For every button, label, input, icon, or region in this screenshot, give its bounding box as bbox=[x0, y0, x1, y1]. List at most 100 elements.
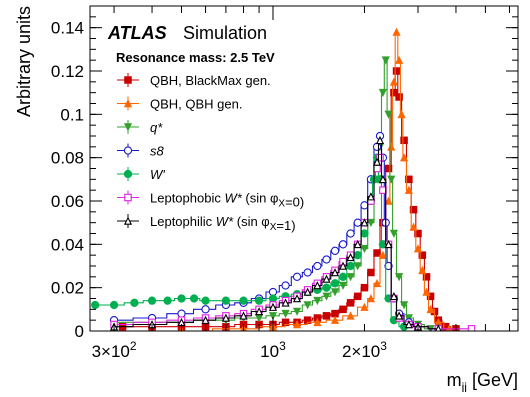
legend-label: W' bbox=[150, 167, 165, 182]
data-point bbox=[268, 294, 278, 303]
data-point bbox=[404, 185, 413, 194]
series-4 bbox=[91, 153, 409, 331]
data-point bbox=[346, 252, 355, 262]
data-point bbox=[405, 175, 413, 184]
y-tick-label: 0.08 bbox=[51, 149, 84, 168]
legend-item: s8 bbox=[117, 143, 165, 159]
data-point bbox=[404, 314, 413, 323]
data-point bbox=[281, 298, 290, 307]
legend-marker bbox=[124, 76, 132, 84]
data-point bbox=[373, 249, 381, 257]
data-point bbox=[413, 244, 423, 253]
axes-layer: 0 0.02 0.04 0.06 0.08 0.1 0.12 0.14 3×102 103 2×10… bbox=[14, 5, 518, 394]
data-point bbox=[426, 292, 435, 301]
data-point bbox=[435, 324, 442, 331]
data-point bbox=[201, 315, 210, 324]
legend-marker bbox=[123, 123, 133, 132]
data-point bbox=[360, 283, 369, 292]
legend-item: q* bbox=[117, 120, 163, 135]
x-tick-label: 3×102 bbox=[92, 339, 137, 361]
data-point bbox=[381, 56, 390, 65]
data-point bbox=[346, 261, 355, 271]
data-point bbox=[395, 93, 403, 101]
data-point bbox=[372, 157, 382, 166]
data-point bbox=[399, 301, 409, 310]
data-point bbox=[330, 246, 340, 255]
legend-item: QBH, BlackMax gen. bbox=[117, 73, 271, 88]
data-point bbox=[239, 311, 248, 320]
data-point bbox=[392, 27, 401, 36]
data-point bbox=[404, 320, 413, 329]
data-point bbox=[268, 312, 278, 321]
series-6 bbox=[109, 135, 442, 331]
data-point bbox=[313, 261, 322, 271]
data-point bbox=[303, 287, 312, 296]
data-point bbox=[375, 135, 385, 145]
data-point bbox=[346, 311, 355, 320]
data-point bbox=[395, 273, 404, 282]
data-point bbox=[338, 240, 348, 249]
data-point bbox=[395, 55, 404, 64]
data-point bbox=[339, 305, 347, 314]
y-tick-label: 0.02 bbox=[51, 279, 84, 298]
y-tick-label: 0.1 bbox=[60, 105, 84, 124]
legend: QBH, BlackMax gen. QBH, QBH gen. q* s8 W' Lep… bbox=[117, 73, 304, 233]
y-tick-label: 0 bbox=[75, 322, 84, 341]
y-tick-label: 0.12 bbox=[51, 62, 84, 81]
x-tick-label: 2×103 bbox=[342, 339, 387, 361]
series-layer bbox=[91, 27, 476, 331]
legend-label: s8 bbox=[150, 144, 165, 159]
data-point bbox=[322, 312, 331, 320]
data-point bbox=[389, 291, 399, 301]
legend-marker bbox=[124, 193, 132, 202]
data-point bbox=[338, 281, 348, 290]
data-point bbox=[376, 153, 384, 162]
data-point bbox=[322, 255, 331, 264]
data-point bbox=[346, 229, 355, 238]
data-point bbox=[330, 268, 340, 277]
data-point bbox=[322, 274, 331, 283]
data-point bbox=[378, 88, 388, 98]
data-point bbox=[418, 251, 427, 259]
chart-subtitle: Resonance mass: 2.5 TeV bbox=[116, 50, 275, 65]
data-point bbox=[366, 192, 376, 201]
legend-item: Leptophobic W* (sin φX=0) bbox=[117, 190, 304, 210]
data-point bbox=[372, 142, 382, 151]
y-tick-label: 0.04 bbox=[51, 235, 84, 254]
data-point bbox=[313, 317, 322, 327]
legend-marker bbox=[123, 216, 133, 225]
data-point bbox=[384, 110, 393, 119]
data-point bbox=[201, 296, 210, 305]
x-axis-label: mjj [GeV] bbox=[447, 370, 518, 392]
data-point bbox=[353, 292, 362, 301]
data-point bbox=[281, 318, 290, 327]
data-point bbox=[409, 205, 418, 214]
data-point bbox=[389, 77, 399, 86]
data-point bbox=[322, 283, 331, 292]
data-point bbox=[400, 136, 408, 145]
data-point bbox=[392, 67, 401, 75]
data-point bbox=[254, 296, 264, 305]
data-point bbox=[414, 229, 422, 238]
data-point bbox=[389, 229, 399, 238]
data-point bbox=[378, 174, 388, 184]
data-point bbox=[360, 302, 369, 311]
data-point bbox=[399, 153, 409, 162]
data-point bbox=[409, 222, 418, 231]
series-1 bbox=[179, 27, 453, 331]
data-point bbox=[390, 88, 398, 97]
title-layer: ATLAS Simulation Resonance mass: 2.5 TeV bbox=[107, 23, 275, 65]
legend-label: QBH, BlackMax gen. bbox=[150, 73, 271, 88]
legend-marker bbox=[123, 99, 133, 108]
data-point bbox=[330, 315, 340, 324]
legend-label: Leptophilic W* (sin φX=1) bbox=[150, 214, 296, 233]
y-axis-label: Arbitrary units bbox=[14, 6, 34, 117]
data-point bbox=[189, 294, 199, 303]
data-point bbox=[360, 244, 369, 254]
data-point bbox=[373, 164, 381, 173]
data-point bbox=[147, 296, 157, 305]
data-point bbox=[372, 278, 382, 288]
data-point bbox=[130, 298, 139, 307]
